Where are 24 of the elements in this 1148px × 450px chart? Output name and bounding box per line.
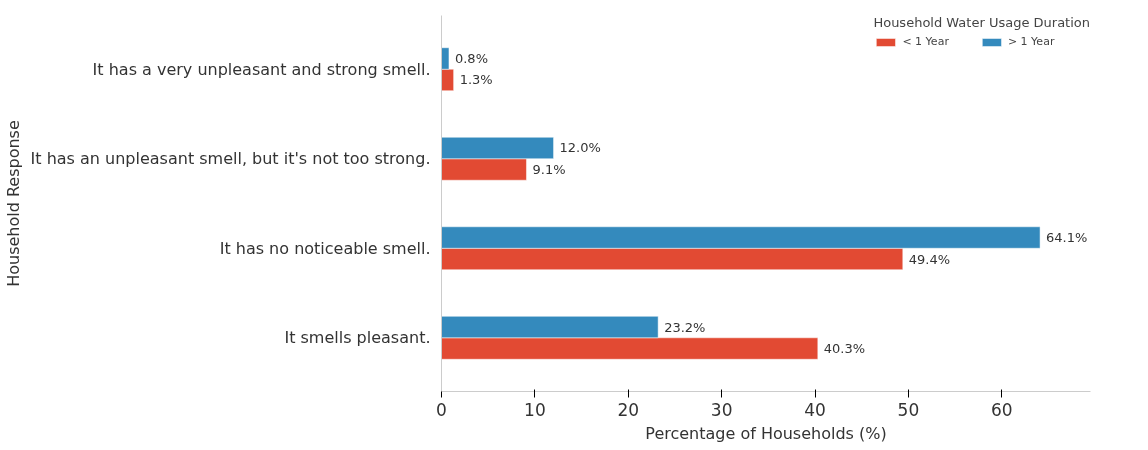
x-tick-label: 0 [436,399,447,420]
x-tick-label: 10 [524,399,546,420]
data-label: 12.0% [559,140,601,156]
legend-title: Household Water Usage Duration [873,15,1090,30]
x-axis-title: Percentage of Households (%) [645,423,887,443]
data-label: 1.3% [459,72,493,88]
y-tick-label: It has an unpleasant smell, but it's not too strong. [30,149,431,169]
y-tick-label: It has no noticeable smell. [219,238,431,258]
legend-label: > 1 Year [1007,35,1055,48]
x-tick-label: 60 [990,399,1013,420]
legend-label: < 1 Year [902,35,949,48]
data-label: 49.4% [908,251,951,267]
x-tick-label: 30 [710,399,733,420]
x-tick-label: 20 [617,399,640,420]
data-label: 40.3% [823,341,866,357]
data-label: 0.8% [454,50,488,66]
y-axis-title: Household Response [3,120,23,287]
data-label: 23.2% [664,319,706,335]
y-tick-label: It has a very unpleasant and strong smell. [92,59,431,79]
data-label: 64.1% [1046,230,1088,246]
y-tick-label: It smells pleasant. [284,328,431,348]
x-tick-label: 40 [804,399,826,420]
data-label: 9.1% [532,161,566,177]
x-tick-label: 50 [897,399,920,420]
